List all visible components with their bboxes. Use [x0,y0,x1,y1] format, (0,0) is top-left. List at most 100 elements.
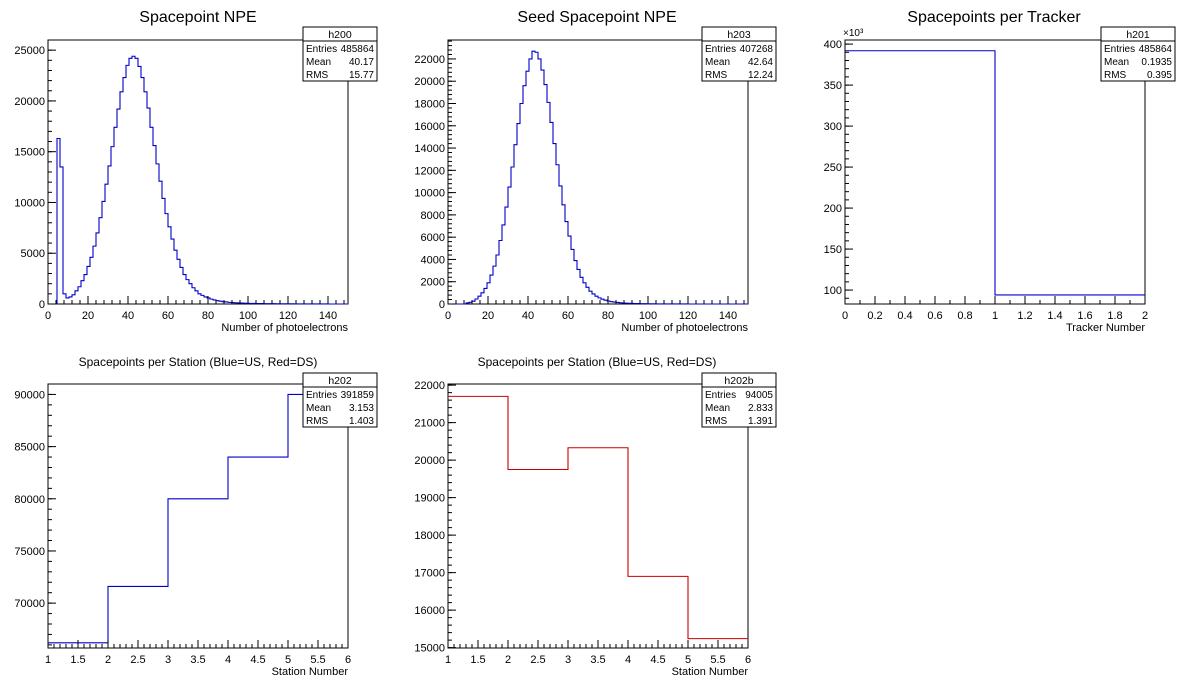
stats-box-frame [302,372,378,428]
stats-label: Mean [705,57,730,68]
histogram-panel: Spacepoints per Station (Blue=US, Red=DS… [14,355,378,678]
stats-label: RMS [306,70,329,81]
stats-value: 1.403 [349,416,374,427]
x-tick-label: 4.5 [250,654,265,666]
x-tick-label: 3 [565,654,571,666]
stats-label: Mean [306,403,331,414]
stats-name: h201 [1126,29,1150,41]
x-tick-label: 1 [45,654,51,666]
histogram-series [48,393,348,644]
y-tick-label: 17000 [414,568,445,580]
histogram-series [448,50,748,305]
y-tick-label: 70000 [14,598,45,610]
stats-label: Mean [1104,57,1129,68]
x-tick-label: 2 [1142,310,1148,322]
x-tick-label: 120 [279,310,297,322]
stats-value: 15.77 [349,70,374,81]
histogram-panel: Spacepoints per Station (Blue=US, Red=DS… [414,355,777,678]
x-tick-label: 40 [122,310,134,322]
x-tick-label: 5.5 [310,654,325,666]
stats-name: h202b [724,375,753,387]
x-tick-label: 20 [82,310,94,322]
histogram-series [448,395,748,640]
x-tick-label: 1.2 [1017,310,1032,322]
stats-label: Mean [705,403,730,414]
y-tick-label: 20000 [414,455,445,467]
y-tick-label: 2000 [421,277,445,289]
x-axis-title: Number of photoelectrons [221,322,348,334]
x-tick-label: 1.8 [1107,310,1122,322]
x-tick-label: 60 [562,310,574,322]
x-tick-label: 4 [625,654,631,666]
stats-value: 0.1935 [1141,57,1172,68]
stats-value: 2.833 [748,403,773,414]
y-tick-label: 5000 [21,248,45,260]
stats-value: 485864 [1139,44,1173,55]
stats-label: Entries [1104,44,1135,55]
stats-label: Entries [306,44,337,55]
x-tick-label: 3.5 [590,654,605,666]
chart-title: Spacepoint NPE [139,9,256,26]
y-tick-label: 8000 [421,210,445,222]
stats-value: 0.395 [1147,70,1172,81]
y-tick-label: 19000 [414,493,445,505]
stats-value: 94005 [745,390,773,401]
y-tick-label: 22000 [414,54,445,66]
x-tick-label: 0.2 [867,310,882,322]
y-tick-label: 15000 [14,147,45,159]
stats-value: 3.153 [349,403,374,414]
y-tick-label: 300 [824,121,842,133]
y-tick-label: 150 [824,244,842,256]
stats-value: 407268 [740,44,774,55]
histogram-series [845,50,1145,296]
stats-value: 42.64 [748,57,773,68]
y-tick-label: 10000 [414,188,445,200]
x-tick-label: 5.5 [710,654,725,666]
x-tick-label: 2 [105,654,111,666]
x-tick-label: 1 [445,654,451,666]
chart-title: Spacepoints per Station (Blue=US, Red=DS… [478,355,717,369]
y-tick-label: 6000 [421,232,445,244]
y-tick-label: 21000 [414,418,445,430]
x-tick-label: 0 [842,310,848,322]
stats-value: 40.17 [349,57,374,68]
stats-name: h203 [727,29,751,41]
x-tick-label: 1.4 [1047,310,1062,322]
x-tick-label: 2.5 [530,654,545,666]
x-tick-label: 6 [745,654,751,666]
y-tick-label: 20000 [414,76,445,88]
y-tick-label: 16000 [414,605,445,617]
x-tick-label: 5 [685,654,691,666]
x-tick-label: 1 [992,310,998,322]
stats-label: RMS [705,70,728,81]
x-tick-label: 2.5 [130,654,145,666]
x-tick-label: 3 [165,654,171,666]
histogram-panel: Seed Spacepoint NPE 0 20 40 60 80 100 120 140 0 20… [414,9,777,334]
y-tick-label: 12000 [414,165,445,177]
y-tick-label: 18000 [414,530,445,542]
histogram-panel: Spacepoints per Tracker 0 0.2 0.4 0.6 0.8 1 1.2… [824,9,1176,334]
y-exponent-label: ×10³ [843,28,864,39]
x-axis-title: Number of photoelectrons [621,322,748,334]
stats-label: Entries [306,390,337,401]
stats-label: Entries [705,44,736,55]
chart-title: Spacepoints per Station (Blue=US, Red=DS… [79,355,318,369]
y-tick-label: 4000 [421,254,445,266]
stats-box-frame [701,26,777,82]
stats-box: h200 Entries 485864 Mean 40.17 RMS 15.77 [302,26,378,82]
y-tick-label: 400 [824,39,842,51]
x-tick-label: 5 [285,654,291,666]
y-tick-label: 85000 [14,442,45,454]
x-tick-label: 140 [319,310,337,322]
stats-box-frame [302,26,378,82]
stats-name: h202 [328,375,352,387]
stats-box: h202b Entries 94005 Mean 2.833 RMS 1.391 [701,372,777,428]
y-tick-label: 14000 [414,143,445,155]
y-tick-label: 80000 [14,494,45,506]
x-axis-title: Tracker Number [1066,322,1145,334]
stats-name: h200 [328,29,352,41]
y-tick-label: 20000 [14,96,45,108]
stats-box: h201 Entries 485864 Mean 0.1935 RMS 0.395 [1100,26,1176,82]
x-tick-label: 80 [202,310,214,322]
